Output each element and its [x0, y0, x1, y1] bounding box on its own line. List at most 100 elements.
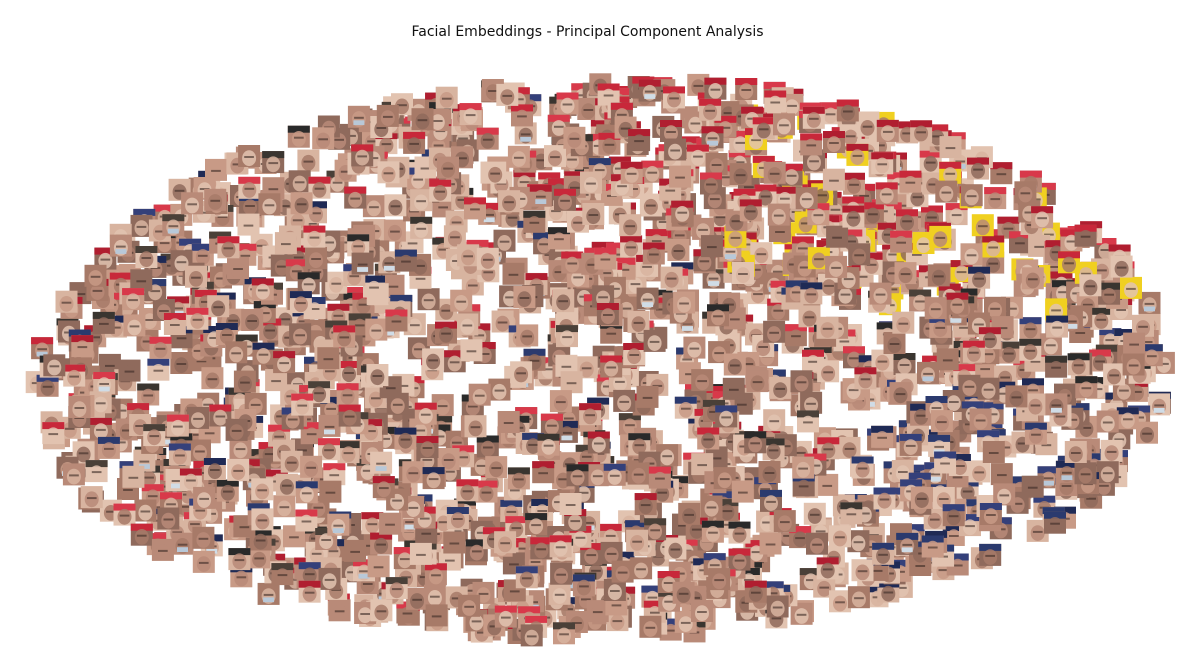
face-marker — [361, 512, 384, 535]
face-marker — [792, 456, 815, 479]
face-marker — [763, 161, 786, 184]
face-marker — [238, 176, 261, 199]
face-marker — [763, 409, 786, 432]
face-marker — [241, 309, 264, 331]
face-marker — [298, 580, 321, 603]
face-marker — [366, 364, 389, 386]
face-marker — [384, 194, 407, 217]
face-marker — [960, 243, 983, 266]
face-marker — [628, 129, 651, 152]
face-marker — [1122, 353, 1145, 376]
face-marker — [561, 251, 584, 274]
face-marker — [854, 367, 877, 390]
face-marker — [497, 411, 520, 433]
face-marker — [958, 374, 981, 397]
face-marker — [984, 187, 1007, 210]
face-marker — [291, 393, 314, 416]
face-marker — [275, 473, 298, 496]
face-marker — [773, 510, 796, 533]
face-marker — [798, 305, 821, 328]
face-marker — [370, 532, 393, 555]
face-marker — [548, 582, 571, 605]
face-marker — [549, 535, 572, 558]
face-marker — [137, 383, 160, 406]
face-marker — [836, 99, 859, 122]
face-marker — [1046, 315, 1069, 338]
face-marker — [262, 151, 285, 174]
face-marker — [171, 532, 194, 555]
face-marker — [325, 271, 348, 294]
face-marker — [910, 120, 933, 143]
face-marker — [548, 227, 570, 250]
face-marker — [122, 465, 145, 488]
face-marker — [597, 83, 620, 106]
face-marker — [942, 504, 965, 527]
face-marker — [186, 307, 209, 330]
face-marker — [819, 102, 842, 125]
face-marker — [300, 455, 323, 478]
face-marker — [225, 341, 248, 364]
face-marker — [946, 292, 969, 315]
face-marker — [664, 537, 687, 560]
face-marker — [577, 98, 600, 120]
face-marker — [411, 108, 434, 131]
face-marker — [769, 376, 792, 399]
face-marker — [663, 86, 685, 109]
face-marker — [781, 93, 803, 116]
face-marker — [383, 219, 406, 242]
face-marker — [1024, 422, 1047, 445]
face-marker — [1100, 439, 1123, 462]
face-marker — [1110, 255, 1133, 278]
face-marker — [547, 114, 570, 137]
face-marker — [89, 417, 112, 440]
face-marker — [603, 463, 626, 486]
face-marker — [763, 320, 786, 343]
face-marker — [422, 467, 445, 490]
face-marker — [295, 509, 318, 532]
face-marker — [511, 104, 533, 127]
face-marker — [1019, 338, 1042, 361]
face-marker — [414, 402, 437, 425]
face-marker — [532, 461, 555, 484]
face-marker — [838, 436, 861, 459]
face-marker — [982, 441, 1005, 463]
face-marker — [351, 144, 374, 167]
face-marker — [945, 203, 968, 226]
face-marker — [960, 184, 983, 207]
face-marker — [596, 303, 619, 325]
face-marker — [671, 200, 694, 223]
face-marker — [402, 461, 425, 484]
face-marker — [553, 622, 575, 645]
face-marker — [248, 546, 271, 569]
face-marker — [924, 297, 947, 320]
face-marker — [627, 310, 650, 333]
face-marker — [840, 502, 863, 525]
face-marker — [363, 275, 385, 298]
face-marker — [687, 73, 710, 96]
face-marker — [1136, 421, 1158, 444]
face-marker — [701, 520, 724, 543]
face-marker — [566, 464, 589, 487]
face-marker — [1090, 307, 1113, 330]
face-marker — [1031, 206, 1054, 229]
face-marker — [295, 481, 318, 504]
face-marker — [42, 422, 65, 445]
face-marker — [875, 182, 898, 205]
face-marker — [303, 225, 326, 248]
face-marker — [927, 264, 950, 287]
face-marker — [193, 486, 216, 509]
face-marker — [847, 586, 870, 609]
face-marker — [370, 451, 393, 474]
face-marker — [634, 493, 657, 516]
face-marker — [337, 441, 360, 464]
face-marker — [704, 77, 727, 100]
face-marker — [251, 278, 274, 301]
face-marker — [758, 461, 781, 483]
face-marker — [456, 313, 479, 336]
face-marker — [297, 272, 320, 295]
face-marker — [43, 354, 66, 377]
face-marker — [62, 463, 85, 486]
face-marker — [123, 314, 146, 337]
chart-title: Facial Embeddings - Principal Component … — [411, 24, 764, 40]
